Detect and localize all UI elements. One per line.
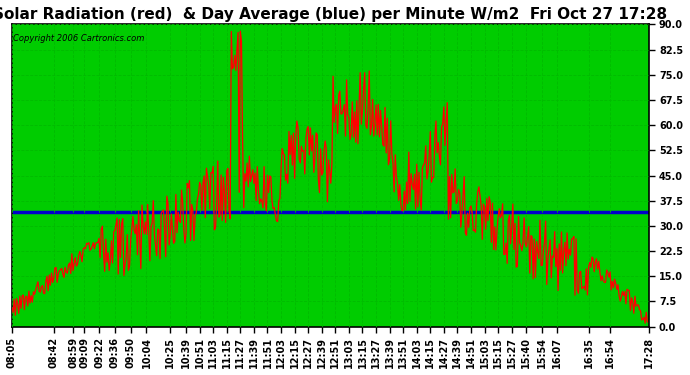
Title: Solar Radiation (red)  & Day Average (blue) per Minute W/m2  Fri Oct 27 17:28: Solar Radiation (red) & Day Average (blu…	[0, 7, 667, 22]
Text: Copyright 2006 Cartronics.com: Copyright 2006 Cartronics.com	[13, 33, 145, 42]
